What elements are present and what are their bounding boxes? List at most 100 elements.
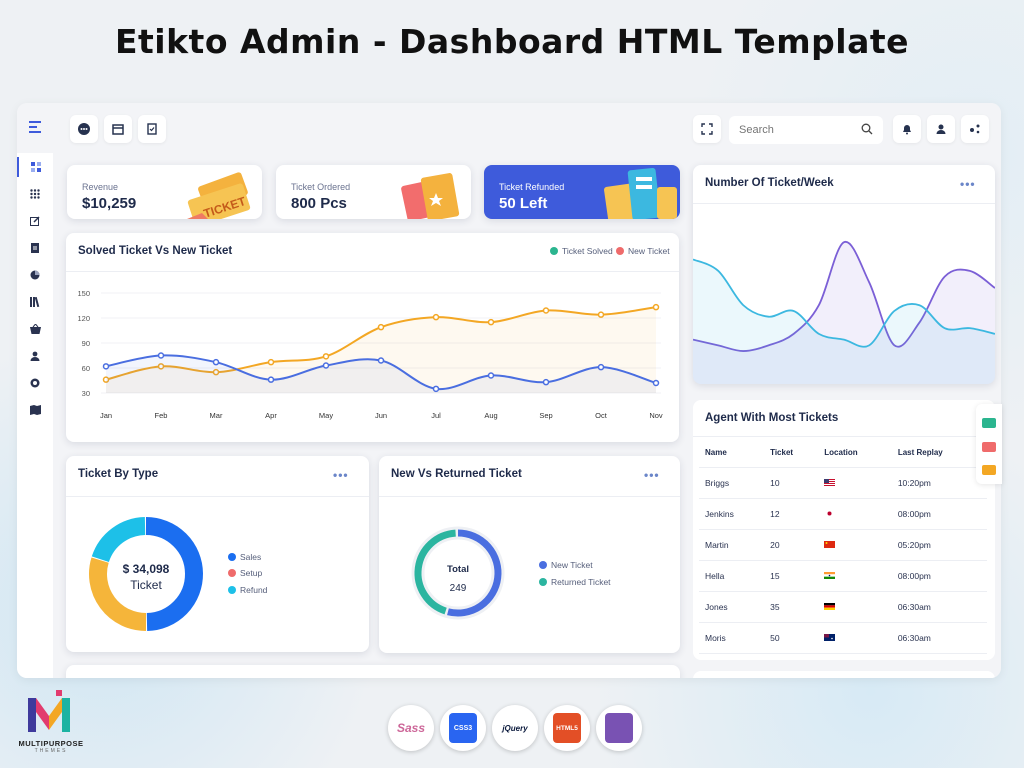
- revenue-card: Revenue $10,259 TICKET: [67, 165, 262, 219]
- x-tick-label: Sep: [539, 411, 552, 420]
- legend-dot: [550, 247, 558, 255]
- table-row[interactable]: Jenkins 12 08:00pm: [699, 498, 987, 530]
- clipboard-icon[interactable]: [138, 115, 166, 143]
- search-icon[interactable]: [861, 123, 873, 138]
- legend-solved: Ticket Solved: [550, 246, 613, 256]
- radial-center-value: 249: [449, 583, 467, 594]
- divider: [66, 271, 679, 272]
- x-tick-label: Jul: [431, 411, 441, 420]
- theme-icon[interactable]: [982, 418, 996, 428]
- x-tick-label: Feb: [155, 411, 168, 420]
- table-row[interactable]: Moris 50 06:30am: [699, 622, 987, 654]
- ticket-refunded-value: 50 Left: [499, 195, 548, 212]
- bootstrap-icon: B: [596, 705, 642, 751]
- agent-name: Hella: [699, 560, 765, 592]
- data-point: [267, 376, 275, 383]
- legend-label: New Ticket: [628, 246, 670, 256]
- more-icon[interactable]: •••: [644, 468, 660, 482]
- agents-card: Agent With Most Tickets Name Ticket Loca…: [693, 400, 995, 660]
- fullscreen-icon[interactable]: [693, 115, 721, 143]
- divider: [693, 436, 995, 437]
- data-point: [212, 368, 220, 376]
- chat-icon[interactable]: [70, 115, 98, 143]
- settings-icon[interactable]: [961, 115, 989, 143]
- table-row[interactable]: Hella 15 08:00pm: [699, 560, 987, 592]
- card-title: Agent With Most Tickets: [705, 412, 839, 424]
- dashboard-icon[interactable]: [17, 157, 53, 177]
- sidebar: [17, 153, 53, 678]
- table-row[interactable]: Jones 35 06:30am: [699, 591, 987, 623]
- legend-dot: [539, 578, 547, 586]
- agent-last-replay: 06:30am: [891, 622, 987, 654]
- floating-toolbar: [976, 404, 1002, 484]
- x-tick-label: Mar: [210, 411, 223, 420]
- search-input[interactable]: [739, 124, 854, 136]
- legend-label: Sales: [240, 552, 262, 562]
- menu-icon[interactable]: [29, 121, 43, 133]
- table-row[interactable]: Martin 20 05:20pm: [699, 529, 987, 561]
- y-tick-label: 30: [82, 389, 90, 398]
- bell-icon[interactable]: [893, 115, 921, 143]
- data-point: [542, 378, 550, 386]
- document-icon[interactable]: [17, 238, 53, 258]
- basket-icon[interactable]: [17, 319, 53, 339]
- calendar-icon[interactable]: [104, 115, 132, 143]
- agent-ticket: 15: [764, 560, 819, 592]
- ticket-illustration: [604, 167, 677, 219]
- x-tick-label: Oct: [595, 411, 608, 420]
- table-body: Briggs 10 10:20pm Jenkins 12 08:00pm Martin 20 0…: [699, 467, 987, 654]
- search-box[interactable]: [729, 116, 883, 144]
- x-tick-label: Nov: [649, 411, 663, 420]
- legend-dot: [616, 247, 624, 255]
- revenue-label: Revenue: [82, 182, 119, 192]
- table-row[interactable]: Briggs 10 10:20pm: [699, 467, 987, 499]
- flag-icon: [818, 467, 892, 499]
- card-title: Solved Ticket Vs New Ticket: [78, 245, 233, 257]
- y-tick-label: 120: [77, 314, 90, 323]
- agent-name: Briggs: [699, 467, 765, 499]
- data-point: [212, 358, 220, 366]
- legend-setup: Setup: [228, 568, 262, 578]
- y-tick-label: 60: [82, 364, 90, 373]
- sass-icon: Sass: [388, 705, 434, 751]
- y-tick-label: 150: [77, 289, 90, 298]
- donut-center-label: Ticket: [130, 578, 162, 592]
- edit-icon[interactable]: [17, 211, 53, 231]
- more-icon[interactable]: •••: [960, 177, 976, 191]
- user-icon[interactable]: [17, 346, 53, 366]
- new-vs-returned-card: New Vs Returned Ticket ••• Total 249 New…: [379, 456, 680, 653]
- support-icon[interactable]: [17, 373, 53, 393]
- agent-name: Moris: [699, 622, 765, 654]
- col-ticket: Ticket: [764, 438, 819, 468]
- divider: [66, 496, 369, 497]
- bottom-card-partial: [66, 665, 680, 678]
- series-area: [106, 355, 656, 393]
- brand-sub: THEMES: [34, 748, 68, 754]
- image-icon[interactable]: [982, 442, 996, 452]
- card-title: New Vs Returned Ticket: [391, 468, 522, 480]
- dashboard-window: Revenue $10,259 TICKET Ticket Ordered 80…: [17, 103, 1001, 678]
- more-icon[interactable]: •••: [333, 468, 349, 482]
- legend-label: Returned Ticket: [551, 577, 611, 587]
- map-icon[interactable]: [17, 400, 53, 420]
- series-line: [693, 241, 995, 352]
- data-point: [102, 363, 110, 370]
- agent-last-replay: 08:00pm: [891, 560, 987, 592]
- agent-name: Jenkins: [699, 498, 765, 530]
- data-point: [432, 385, 440, 393]
- area-chart: [693, 241, 995, 384]
- agent-last-replay: 10:20pm: [891, 467, 987, 499]
- pie-chart-icon[interactable]: [17, 265, 53, 285]
- legend-returned-ticket: Returned Ticket: [539, 577, 611, 587]
- x-tick-label: May: [319, 411, 333, 420]
- table-header: Name Ticket Location Last Replay: [699, 438, 987, 468]
- cart-icon[interactable]: [982, 465, 996, 475]
- agent-name: Martin: [699, 529, 765, 561]
- col-name: Name: [699, 438, 765, 468]
- library-icon[interactable]: [17, 292, 53, 312]
- user-icon[interactable]: [927, 115, 955, 143]
- legend-label: Refund: [240, 585, 268, 595]
- flag-icon: [818, 622, 892, 654]
- apps-icon[interactable]: [17, 184, 53, 204]
- agent-ticket: 20: [764, 529, 819, 561]
